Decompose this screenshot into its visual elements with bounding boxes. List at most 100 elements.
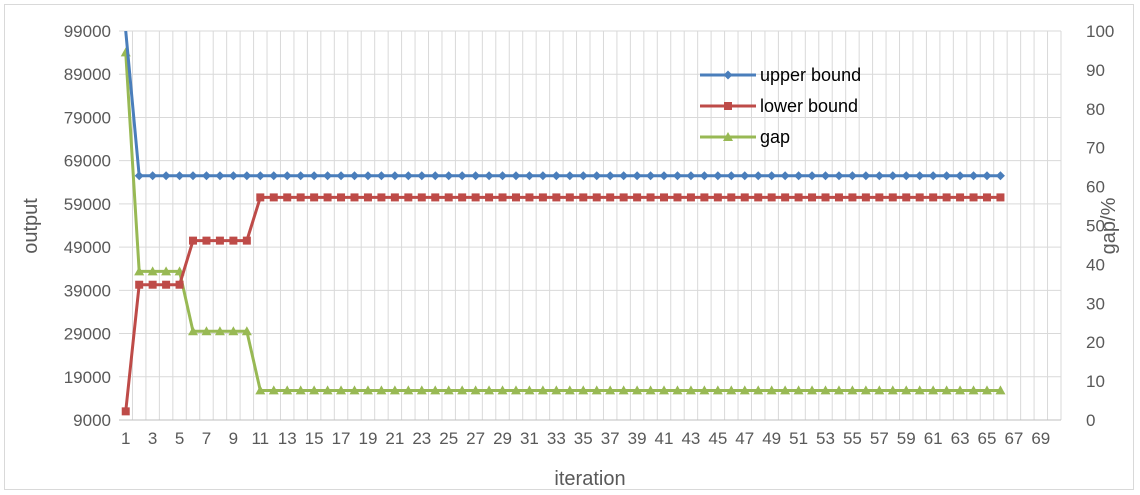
diamond-marker — [659, 171, 669, 181]
y-tick-label: 29000 — [64, 325, 111, 344]
square-marker — [525, 193, 534, 202]
x-tick-label: 65 — [978, 429, 997, 448]
diamond-marker — [498, 171, 508, 181]
triangle-marker — [295, 385, 306, 395]
triangle-marker — [524, 385, 535, 395]
triangle-marker — [362, 385, 373, 395]
triangle-marker — [255, 385, 266, 395]
diamond-marker — [323, 171, 333, 181]
diamond-marker — [969, 171, 979, 181]
y2-tick-label: 90 — [1086, 61, 1105, 80]
diamond-marker — [646, 171, 656, 181]
diamond-marker — [376, 171, 386, 181]
y-tick-label: 79000 — [64, 108, 111, 127]
y-tick-label: 69000 — [64, 152, 111, 171]
square-marker — [724, 102, 732, 110]
square-marker — [821, 193, 830, 202]
square-marker — [323, 193, 332, 202]
triangle-marker — [147, 266, 158, 276]
diamond-marker — [888, 171, 898, 181]
triangle-marker — [766, 385, 777, 395]
diamond-marker — [821, 171, 830, 181]
diamond-marker — [255, 171, 265, 181]
square-marker — [511, 193, 520, 202]
x-tick-label: 61 — [924, 429, 943, 448]
triangle-marker — [833, 385, 844, 395]
diamond-marker — [726, 171, 736, 181]
diamond-marker — [672, 171, 682, 181]
square-marker — [175, 280, 184, 289]
x-tick-label: 23 — [412, 429, 431, 448]
x-tick-label: 25 — [439, 429, 458, 448]
series-gap — [120, 47, 1006, 395]
triangle-marker — [928, 385, 939, 395]
diamond-marker — [982, 171, 992, 181]
x-tick-label: 29 — [493, 429, 512, 448]
triangle-marker — [389, 385, 400, 395]
square-marker — [162, 280, 171, 289]
diamond-marker — [955, 171, 965, 181]
diamond-marker — [228, 171, 238, 181]
triangle-marker — [322, 385, 333, 395]
diamond-marker — [565, 171, 575, 181]
diamond-marker — [632, 171, 642, 181]
y-tick-label: 49000 — [64, 238, 111, 257]
square-marker — [189, 236, 198, 245]
diamond-marker — [578, 171, 588, 181]
square-marker — [767, 193, 776, 202]
triangle-marker — [188, 326, 199, 336]
diamond-marker — [753, 171, 763, 181]
square-marker — [942, 193, 951, 202]
diamond-marker — [740, 171, 750, 181]
triangle-marker — [564, 385, 575, 395]
triangle-marker — [336, 385, 347, 395]
x-tick-label: 35 — [574, 429, 593, 448]
square-marker — [498, 193, 507, 202]
triangle-marker — [457, 385, 468, 395]
square-marker — [417, 193, 426, 202]
square-marker — [337, 193, 346, 202]
triangle-marker — [376, 385, 387, 395]
diamond-marker — [134, 171, 144, 181]
square-marker — [565, 193, 574, 202]
triangle-marker — [134, 266, 145, 276]
triangle-marker — [201, 326, 212, 336]
diamond-marker — [901, 171, 911, 181]
triangle-marker — [497, 385, 508, 395]
square-marker — [929, 193, 938, 202]
diamond-marker — [847, 171, 857, 181]
square-marker — [740, 193, 749, 202]
square-marker — [808, 193, 817, 202]
diamond-marker — [417, 171, 427, 181]
triangle-marker — [578, 385, 589, 395]
triangle-marker — [887, 385, 898, 395]
y2-tick-label: 100 — [1086, 22, 1114, 41]
diamond-marker — [282, 171, 292, 181]
square-marker — [202, 236, 211, 245]
diamond-marker — [484, 171, 494, 181]
y-tick-label: 19000 — [64, 368, 111, 387]
square-marker — [700, 193, 709, 202]
diamond-marker — [807, 171, 817, 181]
x-tick-label: 27 — [466, 429, 485, 448]
triangle-marker — [685, 385, 696, 395]
triangle-marker — [537, 385, 548, 395]
x-tick-label: 33 — [547, 429, 566, 448]
triangle-marker — [268, 385, 279, 395]
y2-tick-label: 40 — [1086, 255, 1105, 274]
y2-tick-label: 20 — [1086, 333, 1105, 352]
triangle-marker — [228, 326, 239, 336]
triangle-marker — [484, 385, 495, 395]
triangle-marker — [605, 385, 616, 395]
square-marker — [485, 193, 494, 202]
diamond-marker — [350, 171, 359, 181]
diamond-marker — [605, 171, 615, 181]
legend-item: gap — [700, 127, 790, 147]
x-axis-title: iteration — [554, 468, 625, 490]
triangle-marker — [161, 266, 172, 276]
square-marker — [861, 193, 870, 202]
square-marker — [538, 193, 547, 202]
square-marker — [121, 407, 130, 416]
x-tick-label: 53 — [816, 429, 835, 448]
triangle-marker — [430, 385, 441, 395]
